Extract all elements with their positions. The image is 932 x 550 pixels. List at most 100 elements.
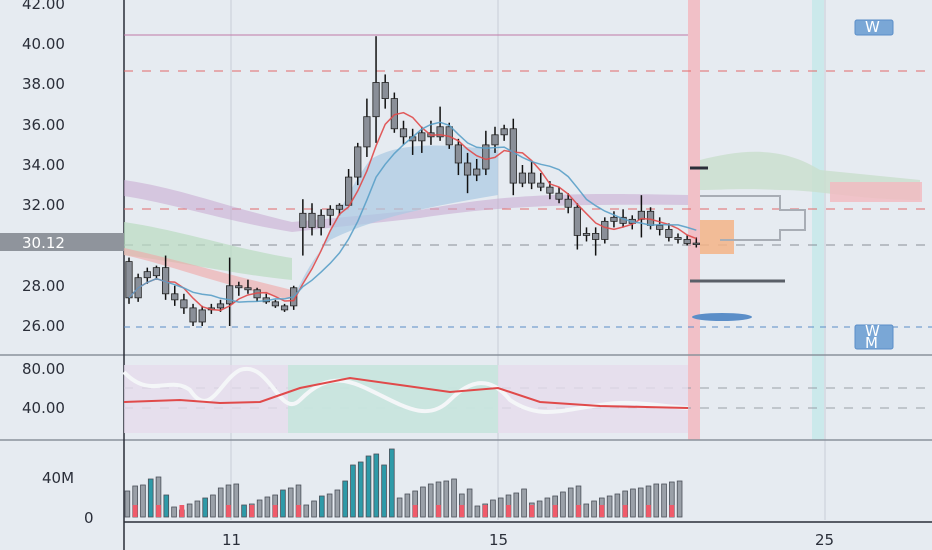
- volume-bar: [256, 499, 263, 518]
- volume-bar: [210, 494, 216, 518]
- volume-bar: [217, 487, 224, 518]
- volume-bar: [311, 500, 317, 518]
- volume-bar: [513, 492, 520, 518]
- volume-bar-accent: [412, 505, 418, 517]
- volume-bar: [490, 499, 496, 518]
- price-tick-label: 40.00: [22, 35, 65, 53]
- volume-bar: [560, 491, 566, 518]
- volume-bar-accent: [482, 505, 488, 517]
- date-tick-label: 15: [489, 531, 508, 549]
- candle-body: [372, 82, 380, 118]
- candle-body: [546, 186, 554, 194]
- volume-bar: [163, 494, 170, 518]
- oscillator-red-line: [123, 376, 689, 409]
- volume-bar: [124, 490, 131, 518]
- price-tick-label: 42.00: [22, 0, 65, 13]
- volume-bar-accent: [506, 505, 511, 517]
- candle-body: [216, 303, 225, 309]
- volume-tick-label: 40M: [42, 469, 74, 487]
- volume-bar: [591, 500, 597, 518]
- price-tick-label: 28.00: [22, 277, 65, 295]
- volume-bar: [194, 500, 201, 518]
- candle-body: [299, 212, 307, 228]
- candle-body: [317, 214, 325, 228]
- volume-bar: [427, 483, 434, 518]
- volume-bar: [396, 497, 403, 518]
- volume-bar-accent: [156, 505, 161, 517]
- date-tick-label: 25: [815, 531, 834, 549]
- candle-body: [308, 212, 316, 228]
- volume-bar: [474, 505, 481, 518]
- volume-bar: [171, 506, 177, 518]
- candle-body: [528, 172, 536, 184]
- volume-bar-accent: [226, 505, 231, 517]
- candle-body: [592, 233, 600, 240]
- highlight-band-red: [688, 0, 700, 440]
- highlight-band-teal: [812, 0, 824, 440]
- volume-bar: [567, 487, 574, 518]
- volume-bar: [202, 497, 208, 518]
- volume-bar: [140, 484, 146, 518]
- candle-body: [354, 146, 362, 178]
- candle-body: [665, 228, 673, 238]
- candle-body: [573, 206, 581, 236]
- price-tick-label: 26.00: [22, 317, 65, 335]
- moving-averages: [128, 111, 697, 312]
- candle-body: [381, 82, 389, 99]
- candle-body: [500, 128, 508, 136]
- projection-lines: [700, 195, 806, 241]
- candle-body: [235, 285, 243, 289]
- volume-bars: [124, 448, 683, 518]
- volume-bar-accent: [179, 505, 185, 517]
- price-tick-label: 36.00: [22, 116, 65, 134]
- badge-w-text: W: [865, 18, 880, 36]
- ma-blue-line: [128, 121, 697, 303]
- candle-body: [564, 198, 572, 208]
- volume-bar: [420, 486, 426, 518]
- candle-body: [463, 162, 472, 176]
- volume-bar: [357, 461, 364, 518]
- volume-bar: [661, 483, 667, 518]
- volume-bar: [451, 478, 457, 518]
- volume-bar-accent: [669, 505, 675, 517]
- candle-body: [326, 208, 334, 216]
- volume-bar: [466, 488, 473, 518]
- candle-body: [189, 307, 197, 323]
- candle-body: [280, 305, 289, 311]
- volume-bar: [536, 500, 543, 518]
- volume-bar: [264, 496, 271, 518]
- timeframe-badge-wm[interactable]: W M: [854, 322, 894, 352]
- candle-body: [171, 293, 179, 301]
- volume-bar-accent: [132, 505, 138, 517]
- badge-w2-text: W: [865, 322, 880, 340]
- oscillator-tick-label: 40.00: [22, 399, 65, 417]
- candle-body: [152, 267, 161, 277]
- volume-bar: [521, 488, 527, 518]
- volume-bar: [147, 478, 154, 518]
- candle-body: [335, 204, 344, 210]
- green-cloud: [124, 222, 292, 280]
- volume-bar: [404, 493, 411, 518]
- volume-bar: [303, 504, 310, 518]
- volume-bar-accent: [622, 505, 628, 517]
- candle-body: [692, 242, 700, 245]
- candle-body: [646, 210, 655, 226]
- volume-bar: [241, 504, 247, 518]
- candle-body: [656, 224, 664, 230]
- current-price-label: 30.12: [22, 234, 65, 252]
- volume-bar: [389, 448, 395, 518]
- volume-bar-accent: [272, 505, 278, 517]
- candle-body: [244, 287, 252, 291]
- purple-ribbon: [124, 180, 688, 232]
- oscillator-tick-label: 80.00: [22, 360, 65, 378]
- candle-body: [198, 309, 206, 323]
- volume-bar: [381, 464, 387, 518]
- candle-body: [482, 144, 490, 170]
- timeframe-badge-w[interactable]: W: [854, 18, 894, 36]
- volume-bar-accent: [296, 505, 301, 517]
- volume-bar: [614, 493, 621, 518]
- candle-body: [683, 239, 691, 244]
- candle-body: [125, 261, 133, 299]
